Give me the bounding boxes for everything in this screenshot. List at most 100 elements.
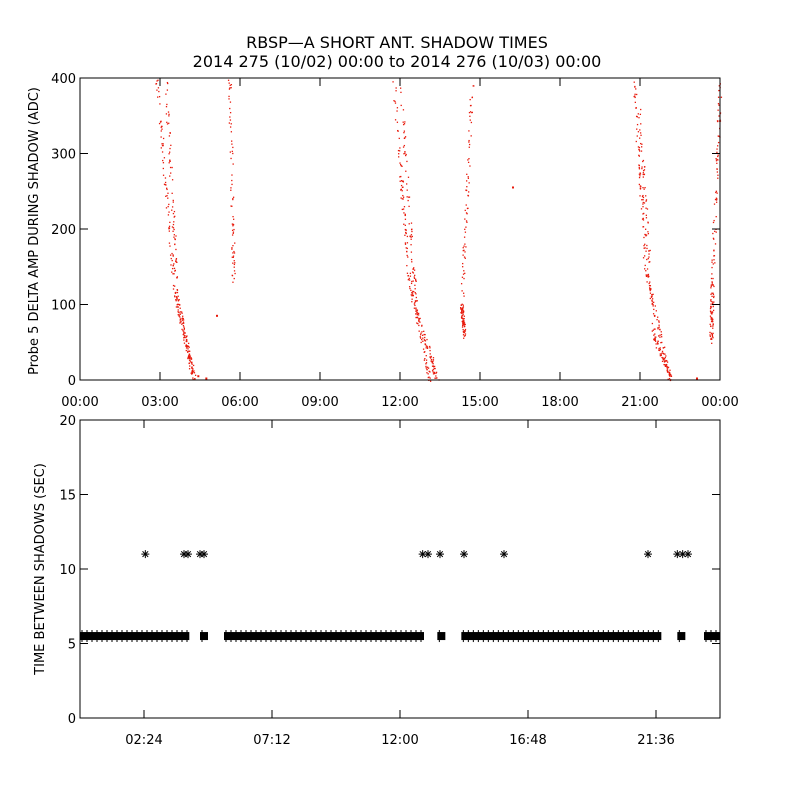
data-point: [433, 367, 435, 370]
data-point: [400, 175, 402, 178]
data-point: [164, 177, 167, 179]
data-point: [402, 194, 404, 197]
data-point: [192, 364, 195, 367]
data-point: [405, 231, 407, 234]
data-point: [639, 137, 641, 139]
data-point: [429, 356, 431, 358]
data-point: [401, 190, 403, 192]
data-point: [411, 280, 413, 283]
data-point: [414, 288, 416, 290]
data-point: [710, 320, 713, 323]
data-point: [185, 345, 188, 348]
data-point: [164, 181, 167, 184]
data-point: [178, 303, 180, 306]
data-point: [512, 186, 514, 189]
data-point: [462, 310, 465, 312]
data-point: [714, 198, 717, 201]
data-point: [232, 262, 234, 264]
data-point: [415, 296, 418, 299]
data-point: [414, 304, 416, 307]
data-point: [643, 247, 645, 249]
data-point: [174, 238, 176, 240]
data-point: [161, 151, 164, 153]
data-point: [718, 104, 720, 106]
data-point: [166, 121, 168, 123]
data-point: [462, 318, 464, 320]
data-point: [645, 200, 647, 202]
data-point: [659, 347, 661, 349]
data-point: [713, 296, 715, 299]
data-point: [410, 294, 412, 296]
data-point: [161, 128, 163, 130]
data-point: [411, 292, 413, 294]
data-point: [169, 151, 171, 153]
data-point: [648, 275, 650, 278]
data-point: [168, 211, 170, 213]
baseline-band: [461, 632, 662, 641]
x-tick-label: 12:00: [381, 395, 418, 410]
data-point: [230, 131, 233, 133]
data-point: [177, 295, 179, 297]
data-point: [660, 331, 662, 333]
data-point: [659, 348, 661, 351]
data-point: [416, 309, 418, 311]
data-point: [645, 235, 647, 237]
data-point: [638, 146, 641, 149]
data-point: [178, 314, 180, 316]
data-point: [711, 301, 713, 303]
data-point: [648, 282, 650, 285]
data-point: [176, 291, 179, 294]
data-point: [661, 352, 663, 354]
data-point: [464, 328, 467, 331]
data-point: [231, 234, 234, 236]
data-point: [229, 126, 232, 128]
data-point: [711, 292, 713, 294]
asterisk-marker: [141, 550, 150, 559]
data-point: [463, 245, 465, 247]
data-point: [414, 278, 417, 280]
data-point: [183, 333, 185, 335]
data-point: [231, 256, 233, 258]
data-point: [717, 102, 720, 105]
data-point: [413, 303, 416, 305]
data-point: [171, 252, 173, 255]
data-point: [710, 306, 712, 309]
data-point: [179, 311, 181, 313]
data-point: [713, 238, 715, 240]
data-point: [421, 331, 423, 333]
data-point: [155, 82, 158, 85]
data-point: [646, 281, 648, 283]
data-point: [416, 310, 418, 312]
data-point: [231, 140, 233, 142]
data-point: [181, 328, 183, 331]
data-point: [403, 144, 406, 147]
data-point: [432, 365, 434, 367]
data-point: [657, 343, 659, 345]
data-point: [179, 322, 181, 324]
data-point: [232, 146, 234, 149]
data-point: [642, 160, 644, 163]
data-point: [657, 340, 659, 343]
data-point: [638, 176, 641, 179]
asterisk-marker: [500, 550, 508, 559]
data-point: [414, 301, 416, 304]
data-point: [662, 357, 664, 360]
data-point: [179, 313, 181, 315]
data-point: [403, 206, 406, 208]
data-point: [468, 191, 470, 193]
data-point: [712, 324, 714, 326]
data-point: [414, 292, 416, 294]
data-point: [175, 299, 177, 301]
data-point: [172, 201, 174, 203]
data-point: [644, 264, 646, 267]
data-point: [161, 143, 163, 145]
data-point: [468, 139, 470, 142]
data-point: [434, 377, 436, 379]
data-point: [162, 162, 165, 164]
data-point: [433, 371, 436, 374]
data-point: [720, 96, 723, 98]
data-point: [167, 111, 170, 113]
data-point: [463, 320, 465, 322]
data-point: [403, 223, 405, 225]
data-point: [187, 345, 189, 347]
